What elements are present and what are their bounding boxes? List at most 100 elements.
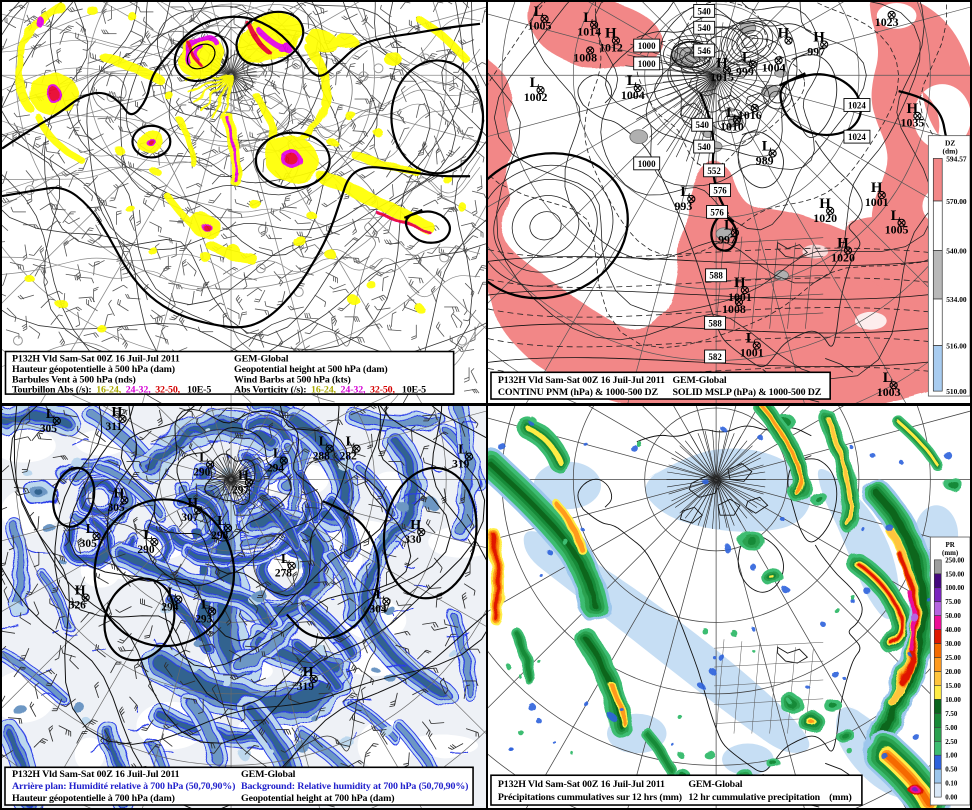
svg-text:588: 588 — [709, 271, 723, 281]
svg-text:Arrière plan: Humidité relativ: Arrière plan: Humidité relative à 700 hP… — [12, 781, 235, 792]
svg-text:P132H Vld Sam-Sat 00Z 16 Juil-: P132H Vld Sam-Sat 00Z 16 Juil-Jul 2011 — [498, 779, 665, 790]
svg-text:1004: 1004 — [762, 60, 786, 74]
svg-text:1002: 1002 — [524, 90, 548, 104]
svg-text:L: L — [199, 451, 208, 466]
svg-text:20.00: 20.00 — [945, 668, 961, 676]
svg-text:Geopotential height at 700 hPa: Geopotential height at 700 hPa (dam) — [241, 793, 394, 804]
svg-text:L: L — [891, 208, 901, 224]
svg-text:1008: 1008 — [722, 302, 746, 316]
svg-text:(mm): (mm) — [829, 792, 852, 803]
svg-text:304: 304 — [369, 603, 386, 615]
svg-text:298: 298 — [211, 530, 228, 542]
svg-text:1004: 1004 — [621, 88, 645, 102]
svg-text:250.00: 250.00 — [945, 556, 965, 564]
svg-text:L: L — [201, 598, 210, 613]
svg-text:540: 540 — [696, 120, 710, 130]
svg-text:1000: 1000 — [638, 41, 656, 51]
svg-text:311: 311 — [106, 421, 123, 433]
svg-text:1.00: 1.00 — [945, 752, 958, 760]
svg-text:L: L — [530, 75, 540, 91]
svg-text:282: 282 — [340, 451, 357, 463]
svg-text:L: L — [883, 370, 893, 386]
svg-text:989: 989 — [756, 153, 774, 167]
svg-text:L: L — [680, 184, 690, 200]
svg-text:H: H — [238, 468, 249, 483]
svg-text:L: L — [167, 586, 176, 601]
svg-text:H: H — [303, 665, 314, 680]
svg-text:997: 997 — [807, 44, 825, 58]
svg-text:GEM-Global: GEM-Global — [672, 375, 726, 386]
svg-text:50.00: 50.00 — [945, 612, 961, 620]
svg-text:PR: PR — [946, 541, 956, 549]
svg-text:307: 307 — [181, 512, 198, 524]
svg-text:278: 278 — [275, 568, 292, 580]
svg-text:DZ: DZ — [945, 139, 955, 148]
svg-text:150.00: 150.00 — [945, 570, 965, 578]
svg-text:L: L — [534, 4, 544, 20]
svg-text:1024: 1024 — [848, 100, 866, 110]
svg-text:997: 997 — [718, 233, 736, 247]
svg-text:1005: 1005 — [885, 223, 909, 237]
svg-text:1012: 1012 — [599, 41, 623, 55]
svg-text:Abs Vorticity (/s): 16-24, 2: Abs Vorticity (/s): 16-24, 24-32, 32-50,… — [234, 384, 426, 395]
svg-text:540: 540 — [698, 23, 712, 33]
svg-text:(mm): (mm) — [942, 549, 958, 557]
svg-text:Hauteur géopotentielle à 500 h: Hauteur géopotentielle à 500 hPa (dam) — [12, 364, 175, 375]
svg-text:L: L — [281, 552, 290, 567]
svg-text:40.00: 40.00 — [945, 626, 961, 634]
svg-text:L: L — [762, 139, 772, 155]
svg-text:(dm): (dm) — [943, 146, 959, 155]
svg-text:Barbules Vent à 500 hPa (nds): Barbules Vent à 500 hPa (nds) — [12, 374, 136, 385]
svg-text:25.00: 25.00 — [945, 654, 961, 662]
svg-text:H: H — [112, 406, 123, 420]
svg-text:15.00: 15.00 — [945, 682, 961, 690]
svg-text:H: H — [114, 486, 125, 501]
svg-text:Background: Relative humidity: Background: Relative humidity at 700 hPa… — [241, 781, 468, 792]
svg-text:P132H Vld Sam-Sat 00Z 16 Juil-: P132H Vld Sam-Sat 00Z 16 Juil-Jul 2011 — [498, 375, 665, 386]
svg-text:1003: 1003 — [877, 385, 901, 399]
svg-text:576: 576 — [710, 207, 724, 217]
svg-text:75.00: 75.00 — [945, 598, 961, 606]
svg-text:1016: 1016 — [738, 108, 762, 122]
svg-text:SOLID MSLP (hPa) & 1000-50: SOLID MSLP (hPa) & 1000-500 DZ — [672, 387, 821, 398]
svg-text:326: 326 — [69, 600, 86, 612]
svg-text:319: 319 — [297, 681, 314, 693]
svg-text:30.00: 30.00 — [945, 640, 961, 648]
svg-text:2.50: 2.50 — [945, 738, 958, 746]
svg-text:1020: 1020 — [813, 211, 837, 225]
svg-text:1020: 1020 — [831, 250, 855, 264]
svg-text:993: 993 — [674, 199, 692, 213]
svg-text:305: 305 — [108, 502, 125, 514]
svg-text:L: L — [726, 105, 736, 121]
svg-text:L: L — [217, 514, 226, 529]
svg-text:1001: 1001 — [865, 195, 889, 209]
svg-text:P132H Vld Sam-Sat 00Z 16 Juil-: P132H Vld Sam-Sat 00Z 16 Juil-Jul 2011 — [12, 353, 180, 364]
svg-text:546: 546 — [698, 46, 712, 56]
svg-text:288: 288 — [313, 451, 330, 463]
svg-text:Précipitations cummulatives su: Précipitations cummulatives sur 12 hrs (… — [498, 792, 682, 803]
svg-text:Hauteur géopotentielle à 700 h: Hauteur géopotentielle à 700 hPa (dam) — [12, 793, 175, 804]
svg-text:294: 294 — [161, 601, 178, 613]
svg-text:1001: 1001 — [740, 345, 764, 359]
svg-text:Tourbillon Abs (/s): 16-24,: Tourbillon Abs (/s): 16-24, 24-32, 32-50… — [12, 384, 211, 395]
svg-text:576: 576 — [713, 186, 727, 196]
svg-text:L: L — [375, 588, 384, 603]
svg-text:516.00: 516.00 — [946, 342, 967, 351]
svg-text:1008: 1008 — [573, 50, 597, 64]
svg-text:GEM-Global: GEM-Global — [688, 779, 742, 790]
svg-text:L: L — [724, 218, 734, 234]
svg-text:CONTINU PNM (hPa) & 1000-500: CONTINU PNM (hPa) & 1000-500 DZ — [498, 387, 659, 398]
svg-text:1010: 1010 — [720, 120, 744, 134]
svg-text:L: L — [319, 435, 328, 450]
svg-text:P132H Vld Sam-Sat 00Z 16 Juil-: P132H Vld Sam-Sat 00Z 16 Juil-Jul 2011 — [12, 769, 180, 780]
svg-text:552: 552 — [707, 166, 721, 176]
svg-text:L: L — [583, 10, 593, 26]
svg-text:10.00: 10.00 — [945, 696, 961, 704]
svg-text:GEM-Global: GEM-Global — [234, 353, 289, 364]
svg-text:1014: 1014 — [577, 25, 601, 39]
svg-text:305: 305 — [80, 538, 97, 550]
svg-text:1000: 1000 — [638, 59, 656, 69]
svg-text:594.57: 594.57 — [946, 154, 967, 163]
svg-text:H: H — [187, 496, 198, 511]
svg-text:L: L — [627, 73, 637, 89]
